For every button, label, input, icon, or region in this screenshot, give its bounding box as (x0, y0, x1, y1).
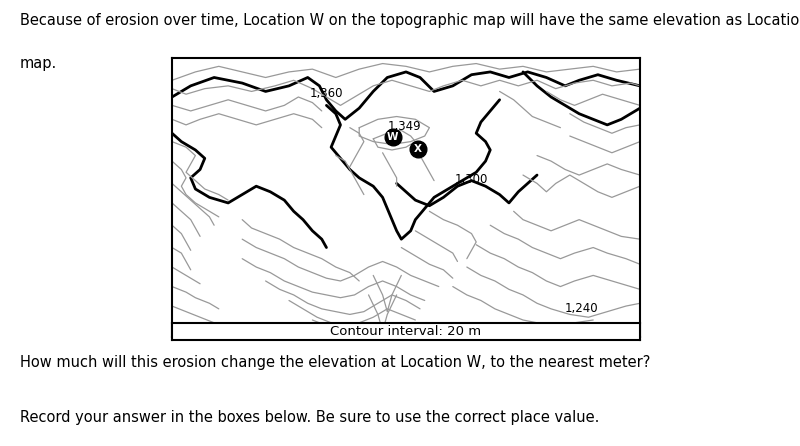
Text: 1,360: 1,360 (310, 87, 343, 100)
Text: X: X (414, 144, 422, 153)
Text: W: W (387, 132, 398, 142)
Text: 1,300: 1,300 (455, 173, 489, 186)
Text: Because of erosion over time, Location W on the topographic map will have the sa: Because of erosion over time, Location W… (20, 13, 800, 29)
Text: Contour interval: 20 m: Contour interval: 20 m (330, 325, 482, 338)
Text: map.: map. (20, 56, 58, 71)
Text: Record your answer in the boxes below. Be sure to use the correct place value.: Record your answer in the boxes below. B… (20, 410, 599, 425)
Text: How much will this erosion change the elevation at Location W, to the nearest me: How much will this erosion change the el… (20, 355, 650, 370)
Text: 1,240: 1,240 (565, 302, 598, 315)
Text: 1,349: 1,349 (387, 120, 421, 133)
